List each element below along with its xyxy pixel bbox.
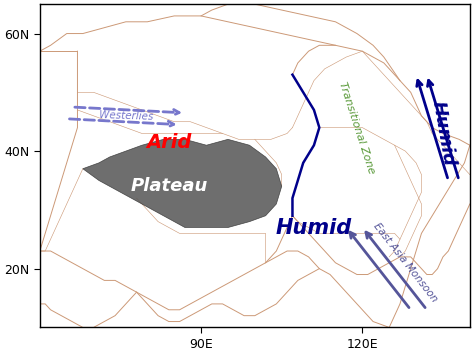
Text: Arid: Arid <box>146 133 191 152</box>
Text: Transitional Zone: Transitional Zone <box>337 80 376 175</box>
Text: Plateau: Plateau <box>130 178 208 195</box>
Polygon shape <box>83 140 282 228</box>
Text: Humid: Humid <box>428 99 457 168</box>
Text: Humid: Humid <box>276 218 352 237</box>
Text: Westerlies: Westerlies <box>99 110 153 122</box>
Text: East Asia Monsoon: East Asia Monsoon <box>372 221 439 304</box>
